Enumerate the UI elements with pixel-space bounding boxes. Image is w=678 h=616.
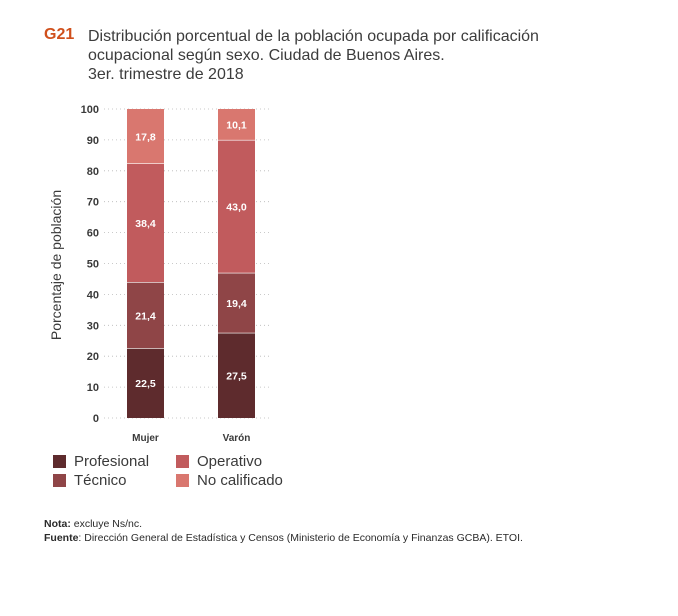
x-tick-label-0: Mujer	[132, 433, 159, 444]
legend-item-tecnico: Técnico	[53, 472, 127, 489]
legend-item-no-calificado: No calificado	[176, 472, 283, 489]
bar-varon-tecnico	[218, 273, 255, 334]
stacked-bar-chart: 0 10 20 30 40 50 60 70 80 90 100 Porcentaje de pobl…	[48, 104, 272, 444]
data-label-varon-operativo: 43,0	[226, 202, 247, 214]
legend-item-operativo: Operativo	[176, 453, 262, 470]
legend-label-operativo: Operativo	[197, 453, 263, 470]
chart-title-line-3: 3er. trimestre de 2018	[88, 66, 244, 83]
y-tick-label-60: 60	[87, 228, 99, 240]
legend-label-tecnico: Técnico	[74, 472, 127, 489]
source-label: Fuente	[44, 532, 79, 544]
y-tick-label-10: 10	[87, 382, 99, 394]
data-label-mujer-profesional: 22,5	[135, 378, 156, 390]
data-label-mujer-no-calificado: 17,8	[135, 131, 156, 143]
data-label-mujer-tecnico: 21,4	[135, 310, 156, 322]
data-label-varon-profesional: 27,5	[226, 371, 247, 383]
note-label: Nota:	[44, 518, 71, 530]
legend-label-no-calificado: No calificado	[197, 472, 283, 489]
chart-title: Distribución porcentual de la población …	[88, 27, 588, 84]
legend-swatch-no-calificado	[176, 474, 189, 487]
data-label-varon-no-calificado: 10,1	[226, 120, 247, 132]
y-tick-label-40: 40	[87, 289, 99, 301]
y-tick-label-20: 20	[87, 351, 99, 363]
y-tick-label-100: 100	[81, 104, 99, 116]
legend-swatch-operativo	[176, 455, 189, 468]
bar-mujer-operativo	[127, 163, 164, 283]
bar-mujer-profesional	[127, 348, 164, 418]
y-tick-label-0: 0	[93, 413, 99, 425]
note-text: excluye Ns/nc.	[70, 518, 143, 530]
y-tick-label-90: 90	[87, 135, 99, 147]
footnotes: Nota: excluye Ns/nc. Fuente: Dirección G…	[44, 517, 523, 545]
bar-mujer-tecnico	[127, 282, 164, 349]
bar-varon-operativo	[218, 140, 255, 274]
y-tick-label-80: 80	[87, 166, 99, 178]
legend-label-profesional: Profesional	[74, 453, 150, 470]
y-axis-title: Porcentaje de población	[48, 190, 64, 340]
legend-swatch-profesional	[53, 455, 66, 468]
data-label-mujer-operativo: 38,4	[135, 218, 156, 230]
figure-code: G21	[44, 26, 75, 43]
note-line: Nota: excluye Ns/nc.	[44, 517, 523, 531]
legend-swatch-tecnico	[53, 474, 66, 487]
bar-mujer-no-calificado	[127, 109, 164, 164]
x-tick-label-1: Varón	[223, 433, 251, 444]
data-label-varon-tecnico: 19,4	[226, 298, 247, 310]
chart-title-line-2: ocupacional según sexo. Ciudad de Buenos…	[88, 47, 445, 64]
bar-varon-profesional	[218, 333, 255, 418]
chart-title-line-1: Distribución porcentual de la población …	[88, 28, 539, 45]
legend-item-profesional: Profesional	[53, 453, 149, 470]
y-tick-label-70: 70	[87, 197, 99, 209]
source-text: : Dirección General de Estadística y Cen…	[78, 532, 523, 544]
y-tick-label-30: 30	[87, 320, 99, 332]
y-tick-label-50: 50	[87, 259, 99, 271]
bar-varon-no-calificado	[218, 109, 255, 141]
source-line: Fuente: Dirección General de Estadística…	[44, 531, 523, 545]
